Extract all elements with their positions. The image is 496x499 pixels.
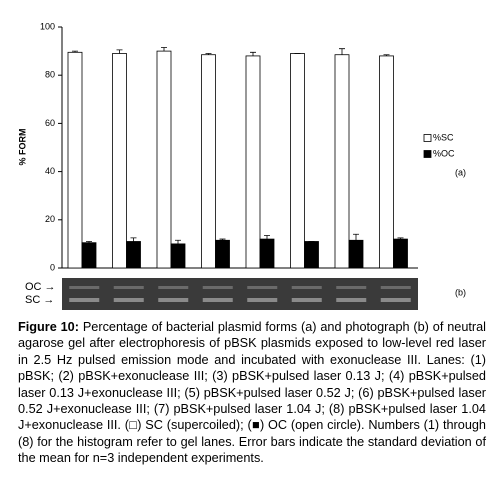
- error-bar: [161, 47, 167, 52]
- error-bar: [397, 237, 404, 240]
- error-bar: [353, 233, 359, 241]
- legend-swatch: [423, 134, 432, 142]
- gel-band: [69, 286, 100, 289]
- gel-band: [380, 286, 411, 289]
- gel-image: [62, 278, 418, 310]
- y-tick-label: 80: [45, 70, 55, 80]
- y-tick-label: 0: [50, 262, 55, 272]
- panel-label: (b): [455, 287, 466, 297]
- error-bar: [116, 49, 123, 54]
- bar: [201, 54, 216, 269]
- caption-label: Figure 10:: [18, 320, 79, 334]
- bar: [112, 53, 127, 269]
- gel-band: [202, 286, 233, 289]
- bar: [126, 241, 141, 269]
- legend-label: %SC: [433, 132, 454, 142]
- gel-band: [247, 298, 278, 302]
- error-bar: [130, 237, 137, 242]
- error-bar: [175, 239, 181, 244]
- error-bar: [72, 50, 78, 53]
- error-bar: [86, 241, 92, 243]
- legend-label: %OC: [433, 148, 455, 158]
- gel-band: [336, 286, 367, 289]
- gel-band: [291, 286, 322, 289]
- bar: [290, 53, 305, 269]
- panel-label: (a): [455, 167, 466, 177]
- error-bar: [264, 235, 270, 240]
- gel-band: [158, 298, 189, 302]
- error-bar: [205, 53, 212, 55]
- legend-swatch: [423, 150, 432, 158]
- gel-band: [158, 286, 189, 289]
- error-bar: [250, 51, 256, 56]
- gel-band: [380, 298, 411, 302]
- gel-band: [113, 286, 144, 289]
- bar: [245, 55, 261, 269]
- gel-band: [69, 298, 100, 302]
- bar: [170, 243, 186, 269]
- y-tick-label: 20: [45, 214, 55, 224]
- bar: [393, 238, 408, 269]
- bar: [215, 239, 230, 269]
- gel-band-label: SC →: [25, 294, 54, 306]
- bar: [348, 239, 364, 269]
- bar: [304, 241, 319, 269]
- caption: Figure 10: Percentage of bacterial plasm…: [18, 319, 486, 467]
- bar: [67, 51, 83, 269]
- error-bar: [339, 48, 345, 55]
- gel-band: [113, 298, 144, 302]
- y-tick-label: 100: [40, 21, 55, 31]
- gel-band: [336, 298, 367, 302]
- error-bar: [219, 238, 226, 241]
- gel-band: [247, 286, 278, 289]
- error-bar: [383, 54, 390, 56]
- bar: [379, 55, 394, 269]
- caption-text: Percentage of bacterial plasmid forms (a…: [18, 320, 486, 466]
- figure: % FORM (a) OC → SC → (b) 0 20 40 60 80 100 %SC…: [17, 21, 466, 310]
- bar: [259, 238, 275, 269]
- gel-band: [202, 298, 233, 302]
- bar: [81, 242, 97, 269]
- bar: [334, 54, 350, 269]
- bar: [156, 50, 172, 269]
- gel-band-label: OC →: [25, 281, 56, 293]
- gel-band: [291, 298, 322, 302]
- y-axis-label: % FORM: [17, 129, 27, 166]
- y-tick-label: 60: [45, 118, 55, 128]
- y-tick-label: 40: [45, 166, 55, 176]
